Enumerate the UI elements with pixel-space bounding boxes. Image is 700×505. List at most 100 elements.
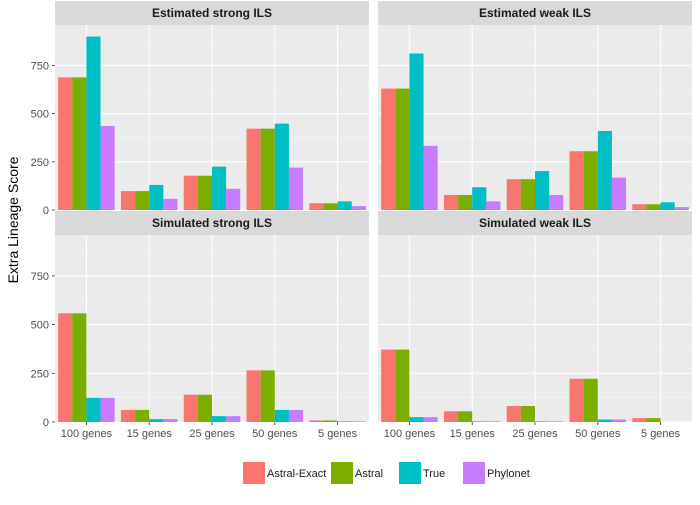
legend-swatch [463,462,485,484]
bar [660,202,675,210]
bar [674,207,689,210]
y-tick-label: 0 [43,417,49,429]
y-tick-label: 500 [31,109,49,121]
panel-title: Estimated strong ILS [152,6,272,20]
y-tick-label: 0 [43,205,49,217]
bar [409,53,424,211]
bar [260,370,275,422]
bar [212,416,227,422]
panel-title: Estimated weak ILS [479,6,591,20]
bar [149,419,164,422]
y-tick-label: 250 [31,368,49,380]
panels-layer: Estimated strong ILS 0 250 500 750 Estimated … [31,1,692,440]
bar [632,204,647,210]
bar [443,411,459,422]
panel-strip [55,1,369,25]
legend-label: Astral [355,468,383,480]
bar [569,151,584,210]
x-tick-label: 5 genes [641,428,681,440]
bar [197,394,212,422]
bar [506,406,521,422]
bar [323,420,338,422]
bar [486,201,501,210]
y-tick-label: 250 [31,157,49,169]
y-tick-label: 750 [31,60,49,72]
x-tick-label: 100 genes [61,428,113,440]
x-tick-label: 50 genes [252,428,298,440]
bar [458,411,473,422]
bar [288,167,304,210]
bar [135,191,150,210]
bar [597,419,612,422]
legend: Astral-Exact Astral True Phylonet [243,462,530,484]
y-axis-label: Extra Lineage Score [5,156,21,283]
bar [423,417,438,422]
bar [381,88,396,210]
bar [569,378,584,422]
x-tick-label: 100 genes [384,428,436,440]
bar [246,370,261,422]
legend-swatch [243,462,265,484]
bar [100,125,115,210]
legend-label: Phylonet [487,468,530,480]
bar [226,188,241,210]
bar [472,421,487,422]
x-tick-label: 25 genes [512,428,558,440]
bar [246,128,261,210]
panel-title: Simulated weak ILS [479,216,591,230]
bar [423,145,438,210]
legend-label: Astral-Exact [267,468,326,480]
panel-2: Estimated weak ILS [378,1,692,211]
legend-swatch [331,462,353,484]
bar [535,171,550,210]
legend-item: Phylonet [463,462,530,484]
bar [72,77,87,211]
bar [395,349,410,422]
bar [381,349,396,422]
bar [120,409,136,422]
bar [458,194,473,210]
panel-strip [378,1,692,25]
bar [183,394,198,422]
bar [260,128,275,210]
bar [337,421,352,422]
bar [197,175,212,210]
bar [520,179,535,210]
bar [646,204,661,210]
bar [351,421,366,422]
panel-4: Simulated weak ILS 100 genes 15 genes 25 ge… [378,211,692,440]
bar [183,175,198,210]
bar [443,194,459,210]
x-tick-label: 5 genes [318,428,358,440]
bar [72,313,87,422]
bar [646,418,661,422]
legend-item: True [399,462,445,484]
bar [611,419,627,422]
bar [163,419,178,422]
x-tick-label: 50 genes [575,428,621,440]
bar [309,203,324,210]
bar [135,409,150,422]
bar [632,418,647,422]
bar [274,409,289,422]
x-tick-label: 15 genes [450,428,496,440]
y-tick-label: 750 [31,271,49,283]
bar [309,420,324,422]
bar [58,77,73,211]
bar [100,397,115,422]
x-tick-label: 25 genes [189,428,235,440]
bar [149,184,164,210]
x-tick-label: 15 genes [127,428,173,440]
bar [86,397,101,422]
panel-title: Simulated strong ILS [152,216,272,230]
panel-3: Simulated strong ILS 0 250 500 750 100 genes 1… [31,211,369,440]
bar [58,313,73,422]
bar [506,179,521,210]
legend-swatch [399,462,421,484]
bar [549,421,564,422]
bar [583,151,598,210]
bar [163,198,178,210]
bar [226,416,241,422]
y-tick-label: 500 [31,320,49,332]
